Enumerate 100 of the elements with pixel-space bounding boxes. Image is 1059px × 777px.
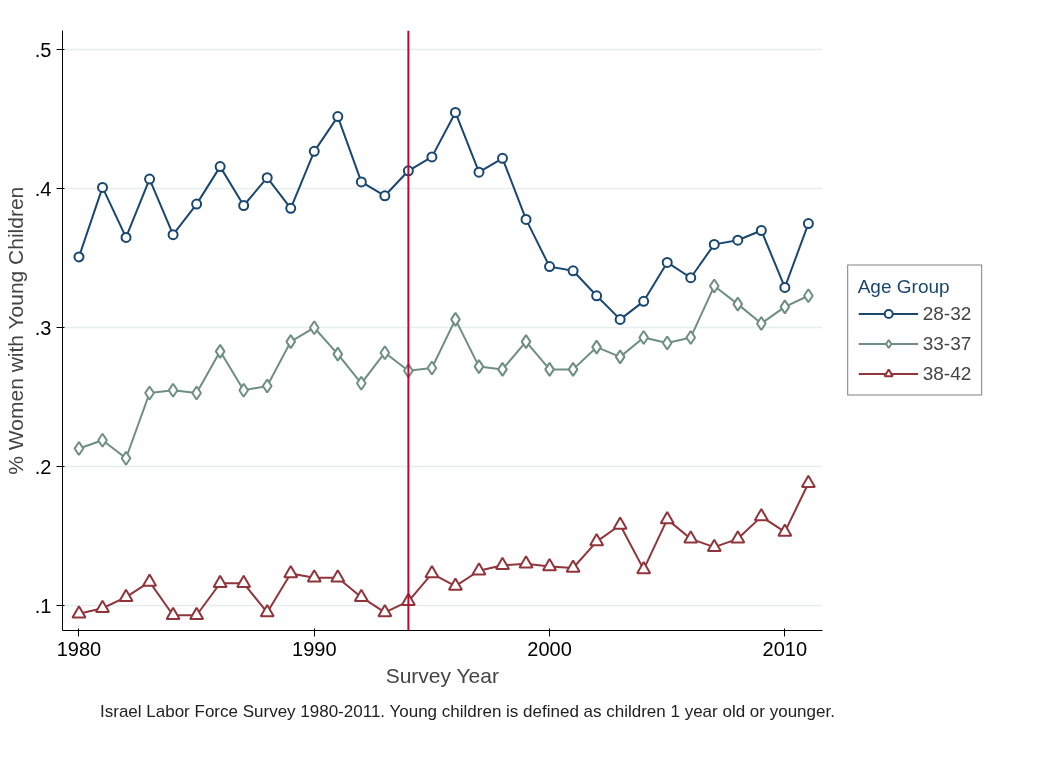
y-axis-title: % Women with Young Children: [3, 186, 27, 475]
point: [120, 450, 132, 466]
legend-label: 33-37: [922, 332, 972, 355]
point: [355, 375, 367, 391]
point: [308, 320, 320, 336]
point: [800, 474, 816, 489]
point: [591, 290, 603, 302]
point: [167, 382, 179, 398]
point: [285, 202, 297, 214]
text: Israel Labor Force Survey 1980-2011. Young children is defined as children 1 year old or younger.: [100, 701, 835, 723]
point: [238, 382, 250, 398]
point: [353, 588, 369, 602]
point: [379, 345, 391, 361]
point: [683, 530, 699, 544]
point: [473, 359, 485, 375]
point: [567, 361, 579, 377]
legend-label: 38-42: [922, 362, 972, 385]
point: [142, 573, 158, 587]
point: [495, 556, 510, 570]
y-tick-label: .2: [34, 455, 52, 478]
point: [614, 349, 626, 365]
point: [165, 606, 181, 620]
point: [97, 181, 108, 193]
point: [732, 234, 744, 246]
point: [542, 558, 558, 572]
point: [261, 378, 273, 394]
point: [706, 538, 722, 552]
point: [685, 329, 697, 345]
point: [449, 106, 461, 118]
point: [779, 281, 791, 293]
point: [730, 530, 746, 544]
point: [426, 151, 438, 163]
point: [612, 516, 628, 530]
point: [755, 316, 767, 332]
point: [753, 508, 769, 522]
point: [661, 256, 673, 268]
legend-label: 28-32: [922, 302, 972, 325]
x-axis-title: Survey Year: [385, 663, 499, 687]
point: [332, 346, 344, 362]
point: [283, 565, 299, 579]
point: [189, 606, 205, 620]
point: [308, 145, 320, 157]
point: [120, 231, 132, 243]
point: [636, 560, 652, 575]
point: [779, 299, 791, 315]
point: [685, 272, 697, 284]
point: [379, 190, 391, 202]
point: [497, 152, 508, 164]
point: [520, 213, 532, 225]
point: [73, 441, 85, 457]
point: [614, 313, 626, 325]
y-tick-label: .1: [34, 594, 52, 617]
point: [802, 218, 814, 230]
point: [567, 265, 579, 277]
y-tick-label: .3: [34, 316, 52, 339]
point: [777, 523, 793, 537]
x-tick-label: 1980: [56, 637, 102, 660]
x-tick-label: 2010: [762, 637, 808, 660]
point: [332, 111, 344, 123]
point: [473, 166, 485, 178]
point: [589, 533, 605, 547]
x-tick-label: 2000: [527, 637, 572, 660]
point: [638, 329, 650, 345]
point: [565, 559, 581, 573]
point: [755, 225, 767, 236]
point: [638, 295, 650, 307]
point: [520, 334, 532, 350]
point: [544, 261, 556, 273]
point: [661, 335, 673, 351]
x-tick-label: 1990: [292, 637, 337, 660]
legend-title: Age Group: [857, 275, 951, 298]
point: [118, 588, 134, 602]
point: [732, 296, 744, 312]
point: [426, 360, 438, 376]
point: [261, 172, 273, 184]
point: [236, 574, 252, 589]
point: [95, 599, 110, 614]
point: [259, 603, 275, 618]
point: [708, 278, 720, 294]
point: [73, 251, 85, 263]
point: [355, 176, 367, 188]
point: [71, 605, 87, 619]
y-tick-label: .4: [34, 177, 52, 200]
point: [447, 577, 463, 591]
point: [144, 173, 156, 185]
point: [191, 198, 203, 210]
point: [708, 238, 720, 250]
point: [212, 574, 228, 589]
point: [214, 343, 226, 359]
point: [167, 229, 179, 241]
point: [659, 510, 675, 525]
point: [471, 562, 487, 576]
point: [214, 161, 226, 173]
point: [238, 200, 250, 211]
point: [306, 569, 322, 583]
point: [377, 603, 393, 618]
point: [518, 555, 534, 569]
y-tick-label: .5: [34, 38, 52, 61]
point: [285, 334, 297, 350]
point: [424, 565, 440, 579]
